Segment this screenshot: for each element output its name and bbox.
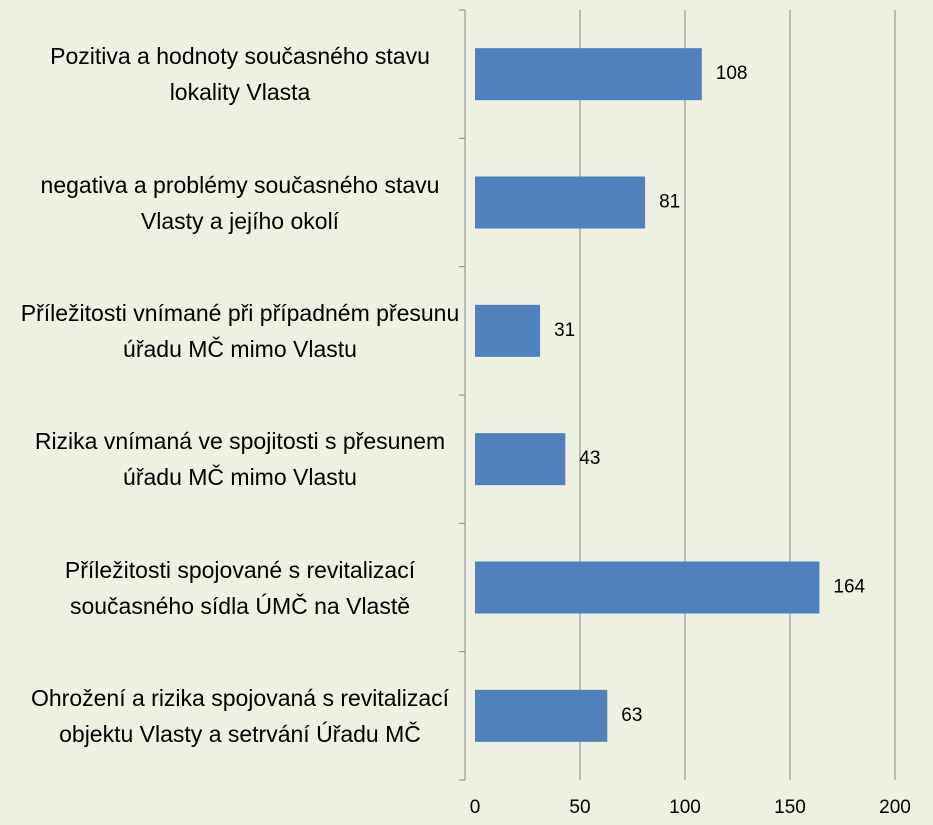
y-tick-label: Pozitiva a hodnoty současného stavu loka… — [50, 43, 430, 106]
value-label: 31 — [554, 320, 575, 341]
x-tick-label: 50 — [569, 797, 590, 818]
value-label: 81 — [659, 192, 680, 213]
value-label: 164 — [833, 577, 865, 598]
y-tick-label: Ohrožení a rizika spojovaná s revitaliza… — [30, 684, 450, 747]
y-tick-label: Příležitosti vnímané při případném přesu… — [20, 299, 460, 362]
bar — [475, 48, 702, 101]
x-tick-label: 0 — [470, 797, 481, 818]
x-tick-label: 200 — [879, 797, 911, 818]
bar — [475, 433, 566, 486]
x-tick-label: 150 — [774, 797, 806, 818]
value-label: 43 — [579, 448, 600, 469]
bar — [475, 304, 541, 357]
y-tick-label: Příležitosti spojované s revitalizací so… — [64, 556, 416, 619]
x-tick-label: 100 — [669, 797, 701, 818]
y-tick-label: Rizika vnímaná ve spojitosti s přesunem … — [34, 428, 446, 491]
bar — [475, 561, 820, 614]
bar — [475, 689, 608, 742]
bar — [475, 176, 646, 229]
y-tick-label: negativa a problémy současného stavu Vla… — [40, 171, 440, 234]
value-label: 108 — [716, 63, 748, 84]
value-label: 63 — [621, 705, 642, 726]
